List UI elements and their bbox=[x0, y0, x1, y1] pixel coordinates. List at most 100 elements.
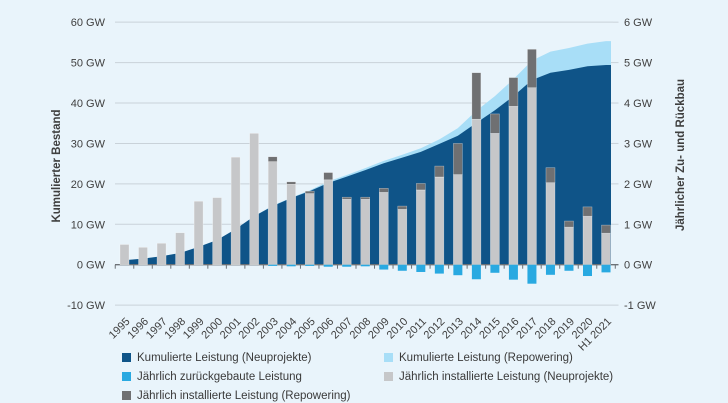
annual-new-bar bbox=[397, 209, 408, 265]
decommissioned-bar bbox=[471, 264, 481, 280]
legend-swatch-annual-new bbox=[384, 372, 393, 381]
legend-item-decommissioned: Jährlich zurückgebaute Leistung bbox=[122, 367, 351, 386]
annual-new-bar bbox=[230, 156, 241, 265]
decommissioned-bar bbox=[490, 264, 500, 273]
annual-new-bar bbox=[416, 189, 426, 265]
left-axis-tick-label: -10 GW bbox=[67, 300, 106, 312]
annual-new-bar bbox=[360, 198, 371, 265]
decommissioned-bar bbox=[360, 264, 370, 267]
legend-swatch-annual-repowering bbox=[122, 391, 131, 400]
right-axis-tick-label: 2 GW bbox=[624, 179, 653, 191]
annual-repowering-bar bbox=[527, 49, 537, 88]
decommissioned-bar bbox=[305, 264, 315, 266]
left-axis-tick-label: 20 GW bbox=[71, 179, 106, 191]
annual-new-bar bbox=[156, 243, 167, 265]
annual-repowering-bar bbox=[453, 143, 463, 175]
annual-repowering-bar bbox=[360, 196, 371, 200]
decommissioned-bar bbox=[268, 264, 278, 266]
right-axis-tick-label: 6 GW bbox=[624, 17, 653, 29]
decommissioned-bar bbox=[286, 264, 296, 267]
cumulative-new-area bbox=[120, 65, 611, 265]
legend-label: Jährlich zurückgebaute Leistung bbox=[137, 370, 302, 383]
annual-repowering-bar bbox=[471, 72, 482, 120]
legend-item-annual-new: Jährlich installierte Leistung (Neuproje… bbox=[384, 367, 613, 386]
annual-repowering-bar bbox=[564, 220, 574, 228]
annual-new-bar bbox=[527, 87, 537, 265]
legend-label: Jährlich installierte Leistung (Repoweri… bbox=[137, 389, 351, 402]
annual-new-bar bbox=[175, 232, 185, 265]
right-axis-title: Jährlicher Zu- und Rückbau bbox=[675, 78, 687, 232]
annual-repowering-bar bbox=[582, 206, 593, 217]
decommissioned-bar bbox=[508, 264, 518, 280]
decommissioned-bar bbox=[564, 264, 574, 271]
legend-label: Jährlich installierte Leistung (Neuproje… bbox=[399, 370, 614, 383]
annual-repowering-bar bbox=[286, 181, 296, 185]
annual-new-bar bbox=[304, 193, 315, 265]
left-axis-tick-label: 40 GW bbox=[71, 98, 106, 110]
annual-new-bar bbox=[471, 118, 482, 265]
left-axis-title: Kumulierter Bestand bbox=[51, 109, 63, 223]
annual-new-bar bbox=[379, 192, 389, 265]
left-axis-tick-label: 10 GW bbox=[71, 219, 106, 231]
right-axis-tick-label: -1 GW bbox=[624, 300, 656, 312]
decommissioned-bar bbox=[379, 264, 389, 270]
annual-new-bar bbox=[193, 200, 204, 265]
annual-new-bar bbox=[341, 198, 352, 265]
annual-repowering-bar bbox=[267, 156, 278, 162]
annual-repowering-bar bbox=[434, 165, 445, 178]
decommissioned-bar bbox=[342, 264, 352, 267]
annual-repowering-bar bbox=[304, 190, 315, 194]
annual-new-bar bbox=[434, 176, 445, 265]
legend-item-annual-repowering: Jährlich installierte Leistung (Repoweri… bbox=[122, 386, 351, 403]
annual-repowering-bar bbox=[508, 77, 519, 107]
right-axis-tick-label: 4 GW bbox=[624, 98, 653, 110]
annual-repowering-bar bbox=[601, 224, 611, 234]
annual-new-bar bbox=[601, 232, 611, 265]
left-axis-tick-label: 30 GW bbox=[71, 138, 106, 150]
annual-repowering-bar bbox=[397, 205, 408, 210]
annual-new-bar bbox=[508, 106, 519, 265]
annual-repowering-bar bbox=[545, 167, 556, 183]
annual-repowering-bar bbox=[341, 196, 352, 200]
left-axis-tick-label: 50 GW bbox=[71, 58, 106, 70]
left-axis-tick-label: 60 GW bbox=[71, 17, 106, 29]
annual-repowering-bar bbox=[379, 188, 389, 193]
decommissioned-bar bbox=[527, 264, 537, 284]
annual-new-bar bbox=[564, 226, 574, 265]
decommissioned-bar bbox=[434, 264, 444, 274]
annual-repowering-bar bbox=[416, 183, 426, 191]
annual-repowering-bar bbox=[323, 172, 333, 181]
right-axis-tick-label: 3 GW bbox=[624, 138, 653, 150]
annual-new-bar bbox=[323, 179, 333, 265]
annual-new-bar bbox=[267, 161, 278, 265]
right-axis-tick-label: 5 GW bbox=[624, 58, 653, 70]
decommissioned-bar bbox=[601, 264, 611, 273]
legend-column-1: Kumulierte Leistung (Neuprojekte) Jährli… bbox=[122, 348, 351, 403]
legend-swatch-cumulative-new bbox=[122, 353, 131, 362]
decommissioned-bar bbox=[453, 264, 463, 276]
decommissioned-bar bbox=[545, 264, 555, 275]
annual-new-bar bbox=[582, 215, 593, 265]
legend-label: Kumulierte Leistung (Neuprojekte) bbox=[137, 351, 312, 364]
annual-new-bar bbox=[453, 174, 463, 265]
annual-new-bar bbox=[212, 197, 222, 265]
annual-new-bar bbox=[138, 247, 148, 265]
legend-swatch-decommissioned bbox=[122, 372, 131, 381]
decommissioned-bar bbox=[323, 264, 333, 267]
left-axis-tick-label: 0 GW bbox=[77, 260, 106, 272]
annual-new-bar bbox=[490, 133, 500, 265]
annual-new-bar bbox=[286, 184, 296, 265]
right-axis-tick-label: 0 GW bbox=[624, 260, 653, 272]
annual-repowering-bar bbox=[490, 113, 500, 134]
annual-new-bar bbox=[249, 133, 259, 265]
annual-new-bar bbox=[545, 182, 556, 265]
annual-new-bar bbox=[119, 244, 130, 265]
legend-item-cumulative-repowering: Kumulierte Leistung (Repowering) bbox=[384, 348, 613, 367]
decommissioned-bar bbox=[397, 264, 407, 271]
legend-swatch-cumulative-repowering bbox=[384, 353, 393, 362]
legend-column-2: Kumulierte Leistung (Repowering) Jährlic… bbox=[384, 348, 613, 386]
legend-label: Kumulierte Leistung (Repowering) bbox=[399, 351, 573, 364]
decommissioned-bar bbox=[583, 264, 592, 277]
